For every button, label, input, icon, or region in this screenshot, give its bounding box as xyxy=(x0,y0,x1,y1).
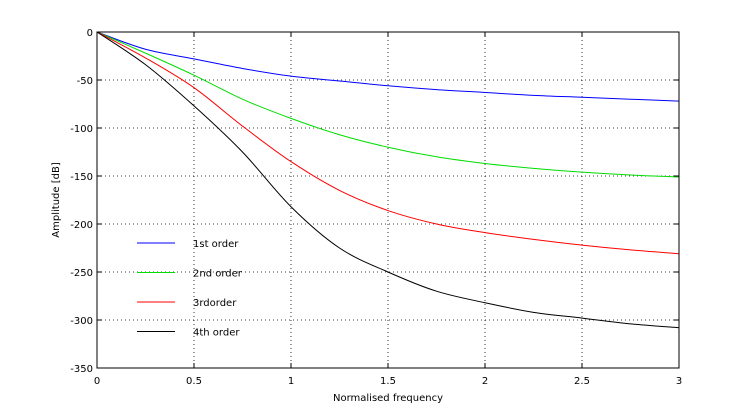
y-tick-label: 0 xyxy=(87,28,93,39)
y-tick-label: -100 xyxy=(70,124,93,135)
y-tick-label: -200 xyxy=(70,220,93,231)
legend-label-4: 4th order xyxy=(193,328,240,339)
legend-label-1: 1st order xyxy=(193,239,239,250)
series-line-2 xyxy=(96,31,680,178)
series-line-4 xyxy=(96,31,680,329)
x-tick-label: 0 xyxy=(94,376,100,387)
series-line-1 xyxy=(96,31,680,102)
series-line-3 xyxy=(96,31,680,255)
axis-ticks: 0 0.5 1 1.5 2 2.5 3 0 -50 -100 -150 -200 -250 -300 -35… xyxy=(70,28,682,387)
x-tick-label: 0.5 xyxy=(186,376,202,387)
grid-lines xyxy=(97,32,679,368)
x-tick-label: 1 xyxy=(288,376,294,387)
x-tick-label: 2 xyxy=(482,376,488,387)
x-tick-label: 3 xyxy=(676,376,682,387)
y-tick-label: -250 xyxy=(70,268,93,279)
legend-label-3: 3rdorder xyxy=(193,298,237,309)
x-axis-title: Normalised frequency xyxy=(333,393,443,404)
y-tick-label: -50 xyxy=(77,76,93,87)
y-tick-label: -150 xyxy=(70,172,93,183)
y-tick-label: -350 xyxy=(70,364,93,375)
y-axis-title: Amplitude [dB] xyxy=(51,162,62,238)
legend-label-2: 2nd order xyxy=(193,269,243,280)
legend: 1st order 2nd order 3rdorder 4th order xyxy=(137,239,243,339)
x-tick-label: 2.5 xyxy=(574,376,590,387)
y-tick-label: -300 xyxy=(70,316,93,327)
series-lines xyxy=(96,31,680,329)
x-tick-label: 1.5 xyxy=(380,376,396,387)
